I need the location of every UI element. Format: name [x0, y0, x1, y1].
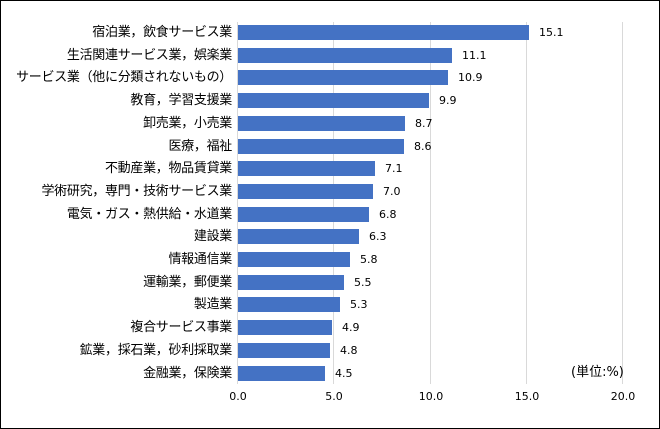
category-label: 金融業，保険業: [143, 365, 232, 381]
value-label: 5.3: [350, 298, 368, 312]
bar: [238, 252, 350, 267]
bar: [238, 93, 429, 109]
category-label: 建設業: [193, 229, 232, 245]
bar-row: 卸売業，小売業 8.7: [0, 113, 660, 135]
bar: [238, 229, 359, 245]
bar-row: 複合サービス事業 4.9: [0, 317, 660, 339]
value-label: 11.1: [462, 48, 487, 62]
unit-label: (単位:%): [571, 365, 624, 380]
value-label: 5.5: [354, 275, 372, 289]
bar: [238, 320, 332, 336]
category-label: 生活関連サービス業，娯楽業: [66, 47, 232, 63]
gridline: [237, 22, 238, 384]
category-label: 運輸業，郵便業: [143, 274, 232, 290]
category-label: 鉱業，採石業，砂利採取業: [79, 342, 233, 358]
category-label: サービス業（他に分類されないもの）: [16, 70, 232, 86]
value-label: 8.7: [415, 116, 433, 130]
bar-row: 学術研究，専門・技術サービス業 7.0: [0, 181, 660, 203]
bar-row: 不動産業，物品賃貸業 7.1: [0, 158, 660, 180]
bar-row: 教育，学習支援業 9.9: [0, 90, 660, 112]
bar-row: 建設業 6.3: [0, 226, 660, 248]
x-tick-label: 10.0: [418, 390, 444, 403]
category-label: 学術研究，専門・技術サービス業: [41, 183, 232, 199]
value-label: 4.5: [335, 366, 353, 380]
category-label: 複合サービス事業: [130, 320, 232, 336]
category-label: 電気・ガス・熱供給・水道業: [66, 206, 232, 222]
bar: [238, 342, 330, 358]
bar: [238, 47, 452, 63]
bar-row: 電気・ガス・熱供給・水道業 6.8: [0, 204, 660, 226]
value-label: 6.3: [369, 230, 387, 244]
value-label: 8.6: [414, 139, 432, 153]
bar-row: 金融業，保険業 4.5: [0, 363, 660, 385]
bar: [238, 365, 325, 381]
value-label: 9.9: [439, 94, 457, 108]
bar-row: 製造業 5.3: [0, 294, 660, 316]
value-label: 7.1: [385, 162, 403, 176]
bar-row: サービス業（他に分類されないもの） 10.9: [0, 67, 660, 89]
value-label: 15.1: [539, 26, 564, 39]
gridline: [622, 22, 623, 384]
value-label: 4.9: [342, 321, 360, 335]
bar: [238, 138, 404, 154]
bar: [238, 183, 373, 199]
bar: [238, 274, 344, 290]
gridline: [333, 22, 334, 384]
bar-row: 鉱業，採石業，砂利採取業 4.8: [0, 340, 660, 362]
category-label: 卸売業，小売業: [143, 115, 232, 131]
category-label: 教育，学習支援業: [130, 93, 232, 109]
value-label: 7.0: [383, 184, 401, 198]
bar-row: 生活関連サービス業，娯楽業 11.1: [0, 45, 660, 67]
bar-row: 医療，福祉 8.6: [0, 136, 660, 158]
bar: [238, 161, 375, 177]
category-label: 情報通信業: [168, 252, 232, 267]
bar-row: 情報通信業 5.8: [0, 249, 660, 271]
bar: [238, 70, 448, 86]
bar-row: 運輸業，郵便業 5.5: [0, 272, 660, 294]
value-label: 4.8: [340, 343, 358, 357]
x-tick-label: 5.0: [325, 390, 343, 403]
gridline: [526, 22, 527, 384]
bar: [238, 297, 340, 313]
value-label: 10.9: [458, 71, 483, 85]
category-label: 不動産業，物品賃貸業: [104, 161, 232, 177]
value-label: 5.8: [360, 253, 378, 266]
x-tick-label: 15.0: [514, 390, 540, 403]
category-label: 宿泊業，飲食サービス業: [92, 25, 232, 40]
bar: [238, 25, 529, 40]
x-tick-label: 20.0: [610, 390, 636, 403]
value-label: 6.8: [379, 207, 397, 221]
bar: [238, 206, 369, 222]
bar: [238, 115, 405, 131]
x-tick-label: 0.0: [229, 390, 247, 403]
category-label: 医療，福祉: [168, 138, 232, 154]
bar-row: 宿泊業，飲食サービス業 15.1: [0, 22, 660, 44]
category-label: 製造業: [193, 297, 232, 313]
gridline: [430, 22, 431, 384]
